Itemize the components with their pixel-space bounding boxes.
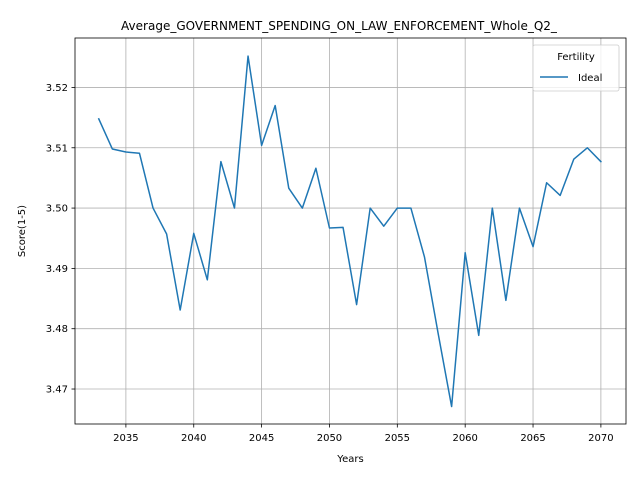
x-tick-label: 2050 bbox=[317, 433, 342, 444]
legend-label-ideal: Ideal bbox=[578, 73, 602, 84]
x-tick-label: 2060 bbox=[452, 433, 477, 444]
x-tick-label: 2055 bbox=[385, 433, 410, 444]
y-tick-label: 3.47 bbox=[46, 385, 68, 396]
y-axis-label: Score(1-5) bbox=[17, 205, 28, 257]
legend-title: Fertility bbox=[557, 52, 595, 63]
y-tick-label: 3.51 bbox=[46, 143, 68, 154]
axis-ticks: 2035 2040 2045 2050 2055 2060 2065 2070 3.47 3.48… bbox=[46, 83, 614, 444]
x-axis-label: Years bbox=[336, 454, 363, 465]
y-tick-label: 3.52 bbox=[46, 83, 68, 94]
series-layer bbox=[97, 55, 602, 408]
y-tick-label: 3.48 bbox=[46, 324, 68, 335]
y-tick-label: 3.49 bbox=[46, 264, 68, 275]
x-tick-label: 2045 bbox=[249, 433, 274, 444]
chart-title: Average_GOVERNMENT_SPENDING_ON_LAW_ENFOR… bbox=[121, 19, 558, 33]
x-tick-label: 2065 bbox=[520, 433, 545, 444]
x-tick-label: 2035 bbox=[113, 433, 138, 444]
y-tick-label: 3.50 bbox=[46, 204, 68, 215]
plot-area-frame bbox=[74, 37, 627, 425]
x-tick-label: 2040 bbox=[181, 433, 206, 444]
x-tick-label: 2070 bbox=[588, 433, 613, 444]
legend-box bbox=[532, 44, 620, 92]
series-line-ideal bbox=[97, 55, 602, 408]
legend: Fertility Ideal bbox=[532, 44, 620, 92]
